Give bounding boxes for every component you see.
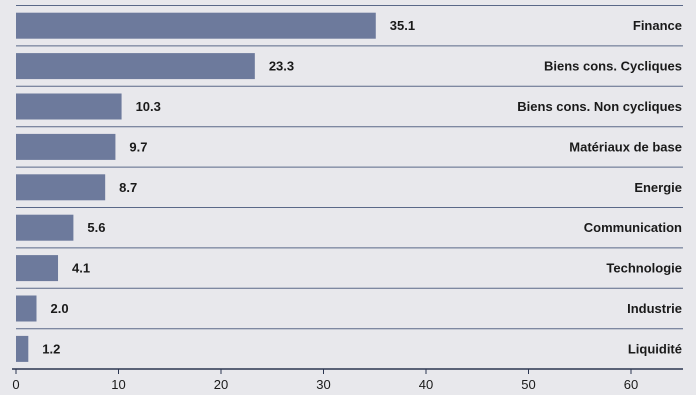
x-tick-label: 0 — [12, 377, 19, 392]
data-label: 10.3 — [136, 99, 161, 114]
category-label: Biens cons. Non cycliques — [517, 99, 682, 114]
bar — [16, 295, 37, 322]
x-axis: 0 10 20 30 40 50 60 — [12, 368, 683, 392]
category-labels-group: Finance Biens cons. Cycliques Biens cons. … — [517, 18, 682, 356]
bar — [16, 12, 376, 39]
bar — [16, 214, 74, 241]
data-label: 4.1 — [72, 261, 90, 276]
category-label: Industrie — [627, 301, 682, 316]
x-tick-label: 50 — [521, 377, 535, 392]
bar — [16, 53, 255, 80]
category-label: Liquidité — [628, 341, 682, 356]
bar — [16, 255, 59, 282]
data-label: 5.6 — [87, 220, 105, 235]
data-label: 35.1 — [390, 18, 415, 33]
x-tick-label: 10 — [111, 377, 125, 392]
x-tick-label: 60 — [624, 377, 638, 392]
category-label: Energie — [634, 180, 682, 195]
row-separators — [16, 5, 683, 330]
data-label: 9.7 — [129, 139, 147, 154]
x-tick-label: 20 — [214, 377, 228, 392]
category-label: Communication — [584, 220, 682, 235]
bar — [16, 93, 122, 120]
data-label: 23.3 — [269, 59, 294, 74]
category-label: Finance — [633, 18, 682, 33]
bar — [16, 133, 116, 160]
x-tick-label: 40 — [419, 377, 433, 392]
value-labels-group: 35.1 23.3 10.3 9.7 8.7 5.6 4.1 2.0 1.2 — [42, 18, 415, 356]
data-label: 1.2 — [42, 341, 60, 356]
category-label: Biens cons. Cycliques — [544, 59, 682, 74]
bars-group — [16, 12, 376, 362]
data-label: 8.7 — [119, 180, 137, 195]
category-label: Matériaux de base — [569, 139, 682, 154]
category-label: Technologie — [606, 261, 682, 276]
data-label: 2.0 — [51, 301, 69, 316]
x-tick-label: 30 — [316, 377, 330, 392]
bar — [16, 174, 106, 201]
bar — [16, 335, 29, 362]
